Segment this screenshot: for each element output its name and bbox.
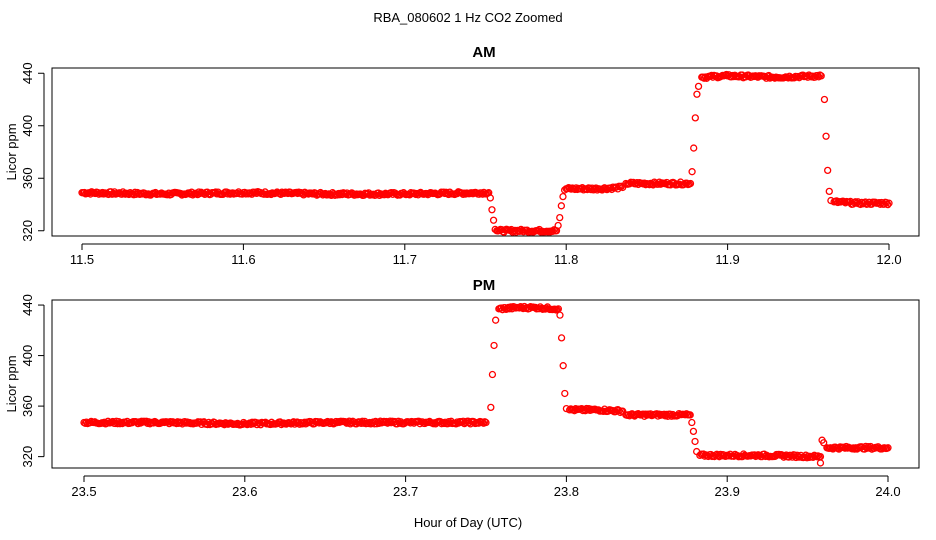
am-data-point [694,82,703,91]
pm-data-point [487,403,495,412]
am-data-point [691,114,699,122]
am-y-tick-label: 440 [20,62,35,84]
am-data-point [885,199,893,207]
pm-data-point [557,334,566,342]
am-y-tick-label: 320 [20,220,35,242]
am-data-point [554,221,562,230]
pm-y-tick-label: 320 [20,446,35,468]
am-data-point [820,95,829,104]
panel-pm-x-axis: 23.5 23.6 23.7 23.8 23.9 24.0 [71,475,901,499]
am-data-point [690,144,698,152]
panel-pm: PM 23.5 23.6 23.7 23.8 23.9 24.0 320 360 400 440… [4,277,920,499]
pm-data-point [686,411,694,419]
panel-am-title: AM [472,44,495,61]
panel-am-plot-box [51,67,920,237]
am-data-point [559,192,567,201]
pm-y-tick-label: 400 [20,345,35,367]
pm-x-tick-label: 23.5 [71,484,96,499]
pm-x-tick-label: 24.0 [875,484,900,499]
pm-data-point [681,411,689,419]
pm-x-tick-label: 23.6 [232,484,257,499]
pm-y-tick-label: 360 [20,395,35,417]
am-data-point [557,202,566,210]
panel-am-points [78,70,893,236]
panel-am-ylabel: Licor ppm [4,123,19,180]
pm-data-point [490,341,498,350]
am-data-point [686,179,695,188]
pm-data-point [884,444,892,452]
am-x-tick-label: 11.9 [715,252,739,267]
am-data-point [387,189,396,197]
pm-x-tick-label: 23.7 [393,484,418,499]
pm-data-point [482,418,490,427]
pm-data-point [491,316,500,324]
am-data-point [556,213,564,222]
panel-pm-y-axis: 320 360 400 440 [20,294,45,468]
pm-data-point [689,427,698,436]
pm-y-tick-label: 440 [20,294,35,316]
pm-data-point [559,362,567,370]
pm-data-point [561,389,569,398]
am-x-tick-label: 11.5 [70,252,94,267]
pm-data-point [554,305,563,313]
panel-pm-ylabel: Licor ppm [4,355,19,412]
pm-data-point [556,311,564,319]
am-y-tick-label: 400 [20,115,35,137]
am-data-point [825,187,833,196]
panel-am-y-axis: 320 360 400 440 [20,62,45,242]
pm-data-point [691,437,699,446]
am-data-point [824,166,832,175]
panel-pm-points [80,302,892,467]
pm-data-point [386,417,394,425]
am-x-tick-label: 11.8 [554,252,578,267]
pm-data-point [688,418,696,427]
am-data-point [488,206,496,214]
am-x-tick-label: 12.0 [876,252,901,267]
am-data-point [693,90,701,98]
panel-am: AM 11.5 11.6 11.7 11.8 11.9 12.0 320 360 400 440… [4,44,920,267]
am-data-point [884,200,892,209]
am-data-point [489,216,498,224]
panel-pm-title: PM [473,277,496,294]
pm-x-tick-label: 23.8 [554,484,579,499]
figure-title: RBA_080602 1 Hz CO2 Zoomed [373,10,562,25]
am-data-point [688,168,696,176]
panel-am-x-axis: 11.5 11.6 11.7 11.8 11.9 12.0 [70,243,902,267]
figure-xlabel: Hour of Day (UTC) [414,515,522,530]
pm-data-point [488,370,497,379]
pm-data-point [816,459,825,467]
pm-data-point [820,439,828,447]
am-data-point [817,72,825,80]
am-y-tick-label: 360 [20,167,35,189]
am-data-point [486,194,494,202]
am-x-tick-label: 11.7 [393,252,417,267]
pm-x-tick-label: 23.9 [715,484,740,499]
panel-pm-plot-box [51,299,920,469]
am-data-point [822,132,830,140]
am-data-point [333,191,341,199]
am-x-tick-label: 11.6 [231,252,255,267]
